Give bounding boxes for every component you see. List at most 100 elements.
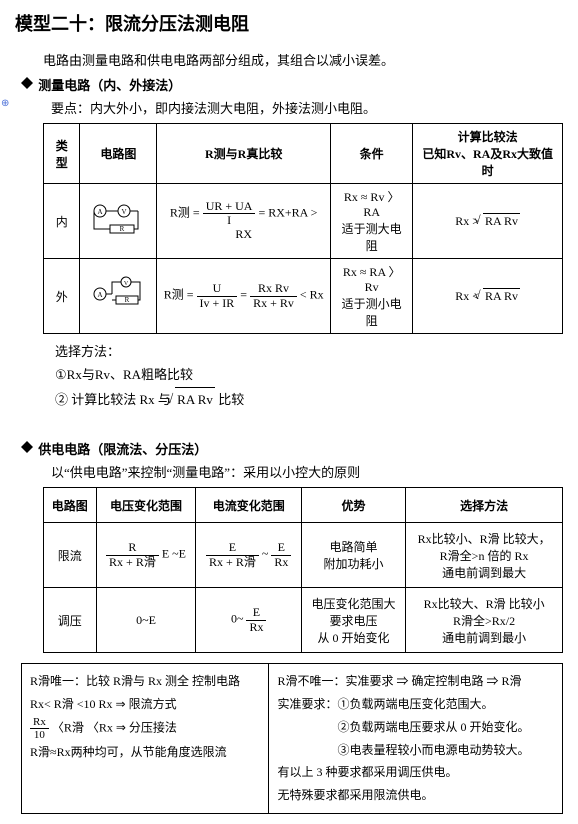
methods-l2b: 比较	[218, 392, 244, 407]
bottom-right-box: R滑不唯一：实准要求 ⇒ 确定控制电路 ⇒ R滑 实准要求：①负载两端电压变化范…	[269, 663, 563, 814]
br3: ②负载两端电压要求从 0 开始变化。	[337, 720, 529, 734]
diamond-icon	[21, 435, 33, 447]
cell-cond: Rx ≈ RA 〉Rv 适于测小电阻	[330, 259, 412, 334]
f-d1: Iv + IR	[197, 297, 238, 310]
th-c3: 电流变化范围	[196, 488, 302, 523]
section2-keypoint: 以“供电电路”来控制“测量电路”：采用以小控大的原则	[51, 462, 563, 481]
section2-heading: 供电电路（限流法、分压法）	[21, 439, 563, 458]
cell-circuit: A V R	[80, 184, 157, 259]
supply-table: 电路图 电压变化范围 电流变化范围 优势 选择方法 限流 RRx + R滑 E …	[43, 487, 563, 653]
th-c2: 电压变化范围	[96, 488, 196, 523]
th-c5: 选择方法	[406, 488, 563, 523]
br1: R滑不唯一：实准要求 ⇒ 确定控制电路 ⇒ R滑	[277, 674, 521, 688]
s2: R滑全>Rx/2	[453, 614, 515, 628]
svg-text:A: A	[98, 208, 103, 216]
th-c4: 优势	[301, 488, 405, 523]
vd: Rx + R滑	[106, 556, 159, 569]
f-lhs: R测 =	[170, 205, 200, 219]
page-title: 模型二十：限流分压法测电阻	[15, 10, 563, 36]
cond-l2: 适于测大电阻	[342, 222, 402, 253]
br4: ③电表量程较小而电源电动势较大。	[337, 743, 529, 757]
f-n2: Rx Rv	[250, 282, 297, 296]
cell-name: 限流	[44, 523, 97, 588]
cell-calc: Rx > RA Rv	[413, 184, 563, 259]
f-n1: U	[197, 282, 238, 296]
f-lhs: R测 =	[164, 288, 194, 302]
cell-adv: 电路简单 附加功耗小	[301, 523, 405, 588]
f-d2: Rx + Rv	[250, 297, 297, 310]
id: Rx	[246, 621, 266, 634]
s1: Rx比较大、R滑 比较小	[424, 597, 545, 611]
cell-i: ERx + R滑 ~ ERx	[196, 523, 302, 588]
methods-l1: ①Rx与Rv、RA粗略比较	[55, 367, 193, 382]
bl3d: 10	[30, 729, 49, 741]
section1-title: 测量电路（内、外接法）	[38, 78, 181, 93]
f-den: I	[203, 214, 256, 227]
table-row: 内 A V R R测 = UR + UAI = RX+RA > RX Rx ≈ …	[44, 184, 563, 259]
cell-i: 0~ ERx	[196, 588, 302, 653]
methods-title: 选择方法：	[55, 344, 120, 359]
th-circuit: 电路图	[80, 124, 157, 184]
th-calc-l2: 已知Rv、RA及Rx大致值时	[422, 147, 553, 178]
th-c1: 电路图	[44, 488, 97, 523]
th-calc-l1: 计算比较法	[458, 130, 518, 144]
a2: 要求电压	[330, 614, 378, 628]
a2: 附加功耗小	[324, 557, 384, 571]
calc-root: RA Rv	[483, 213, 520, 229]
margin-mark-icon: ⊕	[1, 98, 9, 109]
bottom-boxes: R滑唯一：比较 R滑与 Rx 测全 控制电路 Rx< R滑 <10 Rx ⇒ 限…	[21, 663, 563, 814]
circuit-inner-icon: A V R	[86, 199, 150, 239]
th-type: 类型	[44, 124, 80, 184]
th-cond: 条件	[330, 124, 412, 184]
diamond-icon	[21, 71, 33, 83]
table-header-row: 类型 电路图 R测与R真比较 条件 计算比较法 已知Rv、RA及Rx大致值时	[44, 124, 563, 184]
id1: Rx + R滑	[206, 556, 259, 569]
id2: Rx	[271, 556, 291, 569]
intro-text: 电路由测量电路和供电电路两部分组成，其组合以减小误差。	[43, 50, 563, 69]
cond-l1: Rx ≈ Rv 〉RA	[344, 190, 400, 219]
a1: 电路简单	[330, 540, 378, 554]
br5: 有以上 3 种要求都采用调压供电。	[277, 765, 457, 779]
cond-l1: Rx ≈ RA 〉Rv	[343, 265, 401, 294]
table-row: 调压 0~E 0~ ERx 电压变化范围大 要求电压 从 0 开始变化 Rx比较…	[44, 588, 563, 653]
svg-text:R: R	[125, 296, 130, 304]
cell-v: RRx + R滑 E ~E	[96, 523, 196, 588]
br6: 无特殊要求都采用限流供电。	[277, 788, 433, 802]
cell-circuit: A V R	[80, 259, 157, 334]
methods-root: RA Rv	[175, 387, 215, 411]
a1: 电压变化范围大	[312, 597, 396, 611]
cell-type: 外	[44, 259, 80, 334]
bottom-left-box: R滑唯一：比较 R滑与 Rx 测全 控制电路 Rx< R滑 <10 Rx ⇒ 限…	[21, 663, 269, 814]
svg-text:V: V	[124, 281, 129, 287]
methods-l2a: ② 计算比较法 Rx 与	[55, 392, 171, 407]
methods-block: 选择方法： ①Rx与Rv、RA粗略比较 ② 计算比较法 Rx 与 RA Rv 比…	[55, 340, 563, 411]
circuit-outer-icon: A V R	[86, 274, 150, 314]
cell-formula: R测 = UIv + IR = Rx RvRx + Rv < Rx	[157, 259, 331, 334]
br2: 实准要求：①负载两端电压变化范围大。	[277, 697, 493, 711]
cell-type: 内	[44, 184, 80, 259]
cell-name: 调压	[44, 588, 97, 653]
vt: E ~E	[162, 547, 186, 561]
f-rhs: < Rx	[300, 288, 324, 302]
im: ~	[262, 547, 269, 561]
vn: R	[106, 541, 159, 555]
bl3b: 〈R滑 〈Rx ⇒ 分压接法	[52, 720, 177, 734]
measure-table: 类型 电路图 R测与R真比较 条件 计算比较法 已知Rv、RA及Rx大致值时 内…	[43, 123, 563, 334]
calc-root: RA Rv	[483, 288, 520, 304]
cell-formula: R测 = UR + UAI = RX+RA > RX	[157, 184, 331, 259]
in1: E	[206, 541, 259, 555]
th-formula: R测与R真比较	[157, 124, 331, 184]
table-row: 外 A V R R测 = UIv + IR = Rx RvRx + Rv < R…	[44, 259, 563, 334]
svg-text:R: R	[120, 225, 125, 233]
il: 0~	[231, 612, 244, 626]
section1-heading: 测量电路（内、外接法）	[21, 75, 563, 94]
th-calc: 计算比较法 已知Rv、RA及Rx大致值时	[413, 124, 563, 184]
in2: E	[271, 541, 291, 555]
bl1: R滑唯一：比较 R滑与 Rx 测全 控制电路	[30, 674, 240, 688]
bl4: R滑≈Rx两种均可，从节能角度选限流	[30, 745, 227, 759]
section2-title: 供电电路（限流法、分压法）	[38, 442, 207, 457]
cell-v: 0~E	[96, 588, 196, 653]
f-eq: =	[240, 288, 247, 302]
s3: 通电前调到最小	[442, 631, 526, 645]
cell-calc: Rx < RA Rv	[413, 259, 563, 334]
